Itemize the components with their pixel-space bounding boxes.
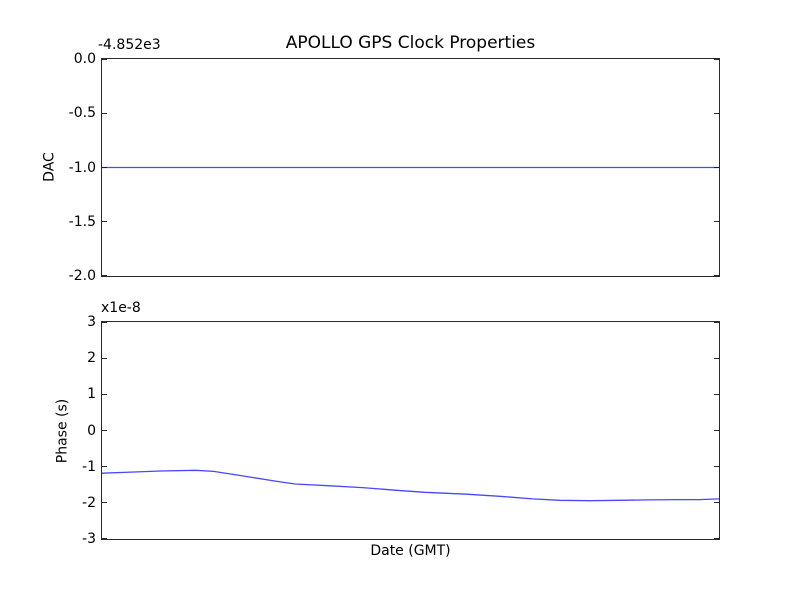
y-tick-mark xyxy=(102,538,107,539)
y-tick-mark xyxy=(714,393,719,395)
y-tick-label: 0 xyxy=(87,422,96,439)
y-tick-label: -0.5 xyxy=(68,105,96,122)
dac-line-layer xyxy=(102,166,719,169)
y-tick-label: -2 xyxy=(82,494,96,511)
y-tick-mark xyxy=(102,275,107,276)
y-tick-mark xyxy=(714,322,719,323)
chart-title: APOLLO GPS Clock Properties xyxy=(285,33,536,53)
phase-series-line xyxy=(102,469,719,502)
y-tick-mark xyxy=(714,430,719,431)
y-tick-mark xyxy=(714,466,719,468)
dac-plot-area: 0.0 -0.5 -1.0 -1.5 -2.0 xyxy=(69,51,720,284)
y-tick-mark xyxy=(714,538,719,539)
y-tick-mark xyxy=(714,221,719,223)
phase-line-layer xyxy=(102,469,719,502)
y-tick-label: -1.5 xyxy=(68,213,96,230)
y-tick-mark xyxy=(714,357,719,359)
phase-plot-area: 3 2 1 0 -1 -2 -3 xyxy=(82,314,720,547)
y-tick-label: 0.0 xyxy=(73,51,96,67)
x-axis-label: Date (GMT) xyxy=(370,543,451,559)
y-tick-label: -1 xyxy=(82,458,96,475)
y-tick-mark xyxy=(102,112,107,114)
y-tick-mark xyxy=(714,275,719,276)
y-tick-mark xyxy=(102,221,107,223)
y-tick-mark xyxy=(714,59,719,60)
y-tick-mark xyxy=(102,430,107,431)
y-tick-label: -3 xyxy=(82,531,96,547)
y-tick-label: -2.0 xyxy=(68,268,96,284)
y-tick-mark xyxy=(102,357,107,359)
dac-axis-offset-label: -4.852e3 xyxy=(98,37,161,53)
y-tick-mark xyxy=(102,59,107,60)
phase-axis-multiplier-label: x1e-8 xyxy=(101,300,141,316)
y-tick-mark xyxy=(102,466,107,468)
y-tick-label: -1.0 xyxy=(68,159,96,176)
y-tick-mark xyxy=(714,502,719,504)
y-tick-mark xyxy=(102,322,107,323)
y-tick-label: 3 xyxy=(87,314,96,330)
y-tick-mark xyxy=(714,112,719,114)
y-tick-mark xyxy=(102,393,107,395)
y-tick-label: 2 xyxy=(87,350,96,367)
y-tick-mark xyxy=(102,502,107,504)
y-tick-label: 1 xyxy=(87,386,96,403)
